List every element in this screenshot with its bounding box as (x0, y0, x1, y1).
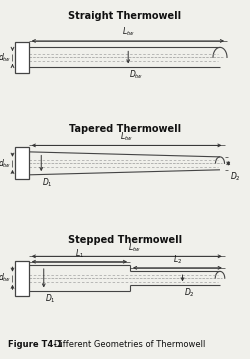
Text: Different Geometries of Thermowell: Different Geometries of Thermowell (46, 340, 206, 349)
Text: $d_{tw}$: $d_{tw}$ (0, 272, 11, 284)
Text: $L_{2}$: $L_{2}$ (173, 253, 182, 266)
Text: Stepped Thermowell: Stepped Thermowell (68, 235, 182, 245)
Text: $d_{tw}$: $d_{tw}$ (0, 157, 11, 169)
Text: $L_{tw}$: $L_{tw}$ (122, 25, 134, 38)
Bar (15, 261, 29, 296)
Text: Tapered Thermowell: Tapered Thermowell (69, 124, 181, 134)
Text: $d_{tw}$: $d_{tw}$ (0, 51, 11, 64)
Text: $D_{2}$: $D_{2}$ (184, 286, 194, 299)
Text: $L_{tw}$: $L_{tw}$ (128, 241, 140, 254)
Text: Straight Thermowell: Straight Thermowell (68, 11, 182, 21)
Text: $D_{1}$: $D_{1}$ (42, 176, 53, 189)
Text: $D_{2}$: $D_{2}$ (230, 171, 240, 183)
Text: $L_{1}$: $L_{1}$ (75, 247, 84, 260)
Bar (15, 42, 29, 73)
Text: $L_{tw}$: $L_{tw}$ (120, 130, 133, 143)
Text: $D_{tw}$: $D_{tw}$ (130, 69, 144, 81)
Text: $D_{1}$: $D_{1}$ (45, 293, 56, 305)
Bar (15, 147, 29, 180)
Text: Figure T4-1: Figure T4-1 (8, 340, 62, 349)
